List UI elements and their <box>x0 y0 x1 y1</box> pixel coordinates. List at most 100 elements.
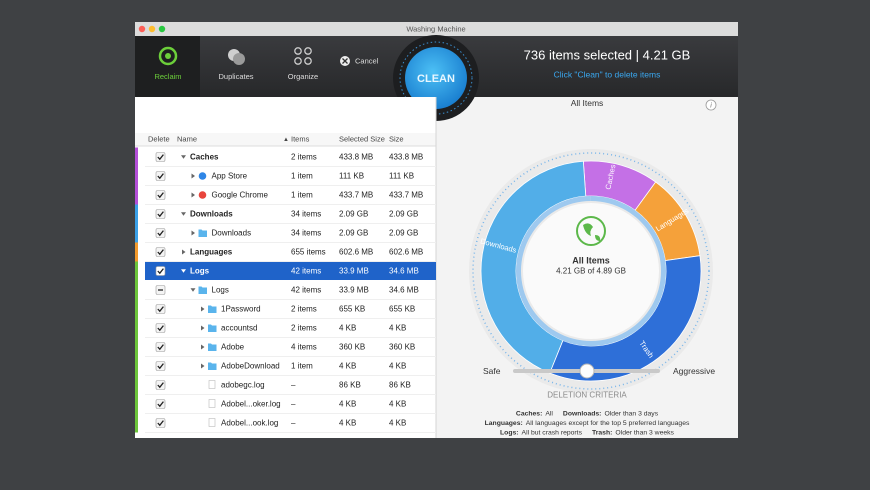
minimize-button[interactable] <box>148 25 156 33</box>
row-cell: 33.9 MB <box>339 286 369 295</box>
row-name: AdobeDownload <box>221 362 280 371</box>
checkbox-mark <box>157 306 164 313</box>
category-stripe <box>135 204 138 224</box>
slider-left-label: Safe <box>483 366 501 376</box>
close-button[interactable] <box>138 25 146 33</box>
organize-icon <box>294 47 312 65</box>
clean-label[interactable]: CLEAN <box>417 73 455 85</box>
disclosure-arrow[interactable] <box>190 288 196 292</box>
column-header[interactable]: Name <box>177 134 197 143</box>
row-cell: 655 items <box>291 248 326 257</box>
globe-icon <box>576 216 606 246</box>
title-bar <box>135 22 738 36</box>
checkbox[interactable] <box>155 342 166 352</box>
info-button[interactable]: i <box>705 99 717 111</box>
checkbox[interactable] <box>155 304 166 314</box>
checkbox[interactable] <box>155 380 166 390</box>
row-cell: 42 items <box>291 267 321 276</box>
checkbox[interactable] <box>155 399 166 409</box>
column-header[interactable]: Delete <box>148 134 170 143</box>
row-cell: 33.9 MB <box>339 267 369 276</box>
checkbox[interactable] <box>155 190 166 200</box>
checkbox[interactable] <box>155 361 166 371</box>
ring-dots <box>472 152 710 390</box>
criteria-value: Older than 3 days <box>604 410 658 417</box>
disclosure-arrow[interactable] <box>201 306 205 312</box>
checkbox[interactable] <box>155 171 166 181</box>
category-stripe <box>135 413 138 433</box>
tab-label[interactable]: Reclaim <box>154 72 181 81</box>
disclosure-arrow[interactable] <box>181 155 186 159</box>
row-name: Downloads <box>212 229 252 238</box>
row-cell: – <box>291 381 296 390</box>
criteria-line: Caches: All Downloads: Older than 3 days <box>516 410 659 417</box>
row-cell: 34 items <box>291 229 321 238</box>
row-cell: 433.7 MB <box>339 191 373 200</box>
folder-icon <box>208 305 217 313</box>
slider-knob[interactable] <box>579 363 595 379</box>
row-cell: 111 KB <box>389 172 414 181</box>
disclosure-arrow[interactable] <box>191 230 196 236</box>
row-cell: – <box>291 419 296 428</box>
row-cell: 360 KB <box>389 343 415 352</box>
folder-icon <box>198 229 207 237</box>
row-cell: 86 KB <box>389 381 411 390</box>
row-cell: 4 KB <box>339 400 356 409</box>
row-cell: 34.6 MB <box>389 286 419 295</box>
category-stripe <box>135 147 138 167</box>
disclosure-arrow[interactable] <box>201 344 205 350</box>
disclosure-arrow[interactable] <box>201 363 205 369</box>
row-cell: 2.09 GB <box>339 229 368 238</box>
disclosure-arrow[interactable] <box>201 325 205 331</box>
checkbox[interactable] <box>155 152 166 162</box>
disclosure-arrow[interactable] <box>181 212 186 216</box>
column-header[interactable]: Selected Size <box>339 134 385 143</box>
file-icon <box>208 418 216 427</box>
panel-heading: All Items <box>571 98 604 108</box>
row-cell: 86 KB <box>339 381 361 390</box>
disclosure-arrow[interactable] <box>191 192 196 198</box>
category-stripe <box>135 394 138 414</box>
row-cell: 655 KB <box>389 305 415 314</box>
reclaim-icon <box>158 46 178 66</box>
window-title: Washing Machine <box>406 24 465 33</box>
category-stripe <box>135 261 138 281</box>
tab-label[interactable]: Organize <box>288 72 318 81</box>
row-name: Downloads <box>190 210 233 219</box>
criteria-title: DELETION CRITERIA <box>547 391 627 400</box>
row-cell: 34 items <box>291 210 321 219</box>
active-tab-bg <box>135 36 200 97</box>
checkbox[interactable] <box>155 418 166 428</box>
checkbox[interactable] <box>155 228 166 238</box>
checkbox[interactable] <box>155 266 166 276</box>
clean-button[interactable] <box>405 47 467 109</box>
column-header[interactable]: Items <box>291 134 310 143</box>
category-stripe <box>135 280 138 300</box>
folder-icon <box>208 324 217 332</box>
cancel-label[interactable]: Cancel <box>355 56 379 65</box>
row-cell: 2 items <box>291 305 317 314</box>
row-name: App Store <box>212 172 248 181</box>
row-cell: 4 KB <box>389 419 406 428</box>
column-header[interactable]: Size <box>389 134 404 143</box>
row-name: Google Chrome <box>212 191 269 200</box>
globe-land <box>583 223 601 241</box>
disclosure-arrow[interactable] <box>191 173 196 179</box>
row-cell: 2.09 GB <box>339 210 368 219</box>
row-name: Adobel...ook.log <box>221 419 278 428</box>
chrome-icon <box>198 191 207 199</box>
tab-label[interactable]: Duplicates <box>218 72 253 81</box>
zoom-button[interactable] <box>158 25 166 33</box>
checkbox[interactable] <box>155 247 166 257</box>
checkbox-mark <box>157 382 164 389</box>
checkbox[interactable] <box>155 323 166 333</box>
table-header <box>135 133 436 146</box>
criteria-key: Trash: <box>592 429 612 436</box>
disclosure-arrow[interactable] <box>182 249 186 255</box>
checkbox-mark <box>157 401 164 408</box>
row-cell: – <box>291 400 296 409</box>
folder-icon <box>208 362 217 370</box>
disclosure-arrow[interactable] <box>181 269 186 273</box>
checkbox[interactable] <box>155 209 166 219</box>
category-stripe <box>135 242 138 262</box>
